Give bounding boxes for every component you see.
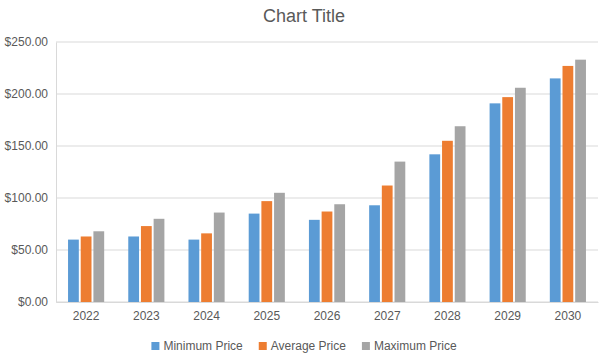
bar [154,219,165,302]
bar [515,88,526,302]
bar [188,240,199,302]
x-tick: 2024 [193,302,220,323]
x-tick: 2028 [434,302,461,323]
bar-series [93,60,586,302]
y-tick: $0.00 [18,295,56,309]
x-axis-line [57,302,599,303]
bar [563,66,574,302]
chart-title: Chart Title [263,6,345,26]
bar [274,193,285,302]
x-tick: 2023 [133,302,160,323]
y-tick-label: $0.00 [18,295,48,309]
x-axis: 2022 2023 2024 2025 2026 2027 2028 2029 2030 [57,302,599,323]
x-tick-label: 2024 [193,309,220,323]
x-tick-label: 2025 [253,309,280,323]
bar [575,60,586,302]
y-tick: $250.00 [5,35,56,49]
grid-line [56,42,598,43]
x-tick-label: 2028 [434,309,461,323]
y-tick-label: $150.00 [5,139,49,153]
bar [395,162,406,302]
x-tick-label: 2023 [133,309,160,323]
legend-swatch [362,342,370,350]
bar [93,231,104,302]
y-tick: $50.00 [11,243,56,257]
legend-label: Minimum Price [163,339,243,353]
y-tick-label: $250.00 [5,35,49,49]
x-tick-label: 2030 [555,309,582,323]
x-tick-label: 2022 [73,309,100,323]
bar-series [68,78,561,302]
bar [128,236,139,302]
y-tick-label: $50.00 [11,243,48,257]
bars [68,60,586,302]
legend-swatch [151,342,159,350]
bar [214,213,225,302]
bar [369,205,380,302]
grid [56,42,598,302]
bar [429,154,440,302]
bar [322,212,333,302]
plot: $0.00 $50.00 $100.00 $150.00 $200.00 $250.00 2… [5,35,599,322]
bar [490,103,501,302]
bar [309,220,320,302]
bar [68,240,79,302]
bar [550,78,561,302]
y-tick-label: $200.00 [5,87,49,101]
bar [81,236,92,302]
legend: Minimum Price Average Price Maximum Price [151,339,457,353]
x-tick: 2030 [555,302,582,323]
x-tick: 2022 [73,302,100,323]
x-tick: 2027 [374,302,401,323]
y-axis-line [56,43,57,303]
x-tick-label: 2027 [374,309,401,323]
y-tick: $150.00 [5,139,56,153]
x-tick: 2026 [314,302,341,323]
bar [442,141,453,302]
chart: Chart Title $0.00 $50.00 $100.00 $150.00 $200… [0,0,608,360]
bar [455,126,466,302]
y-tick: $200.00 [5,87,56,101]
y-axis: $0.00 $50.00 $100.00 $150.00 $200.00 $250.00 [5,35,57,309]
bar [382,186,393,302]
bar-series [81,66,574,302]
y-tick-label: $100.00 [5,191,49,205]
legend-item: Maximum Price [362,339,457,353]
x-tick-label: 2026 [314,309,341,323]
legend-item: Minimum Price [151,339,243,353]
y-tick: $100.00 [5,191,56,205]
legend-label: Average Price [271,339,346,353]
bar [261,201,272,302]
legend-swatch [259,342,267,350]
legend-label: Maximum Price [374,339,457,353]
bar [201,233,212,302]
x-tick-label: 2029 [494,309,521,323]
x-tick: 2025 [253,302,280,323]
bar [502,97,513,302]
x-tick: 2029 [494,302,521,323]
legend-item: Average Price [259,339,346,353]
bar [249,214,260,302]
bar [334,204,345,302]
bar [141,226,152,302]
